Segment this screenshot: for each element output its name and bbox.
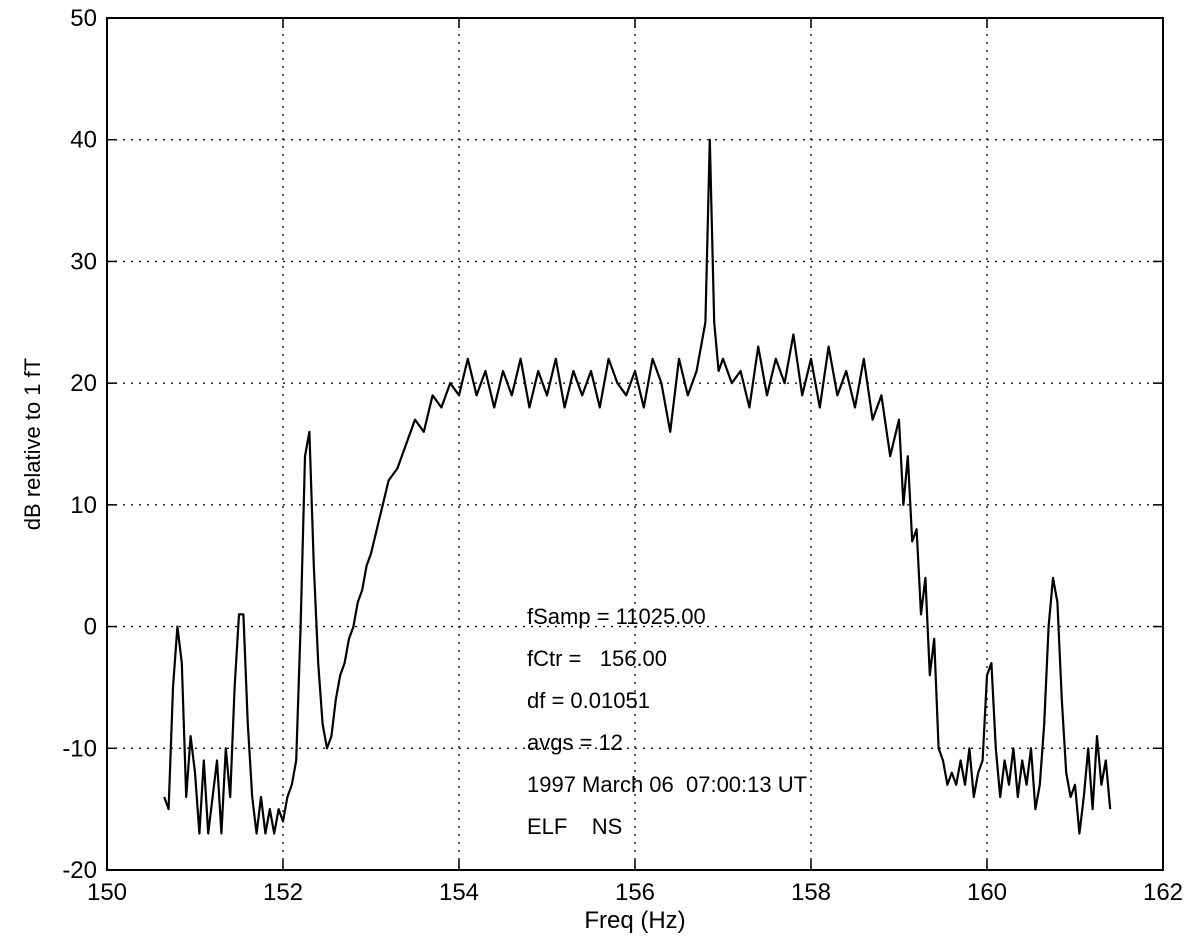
y-tick-label: 20 <box>70 370 97 397</box>
y-tick-label: 0 <box>84 614 97 641</box>
annotation: ELF NS <box>527 814 622 839</box>
x-tick-label: 156 <box>615 879 655 906</box>
y-tick-label: -10 <box>62 735 97 762</box>
x-tick-label: 160 <box>967 879 1007 906</box>
annotation: fSamp = 11025.00 <box>527 604 706 629</box>
plot-frame <box>106 17 1164 871</box>
x-tick-label: 150 <box>87 879 127 906</box>
annotation: avgs = 12 <box>527 730 623 755</box>
spectrum-line <box>163 138 1112 835</box>
annotation: df = 0.01051 <box>527 688 650 713</box>
x-tick-label: 158 <box>791 879 831 906</box>
y-tick-label: -20 <box>62 857 97 884</box>
y-tick-label: 30 <box>70 248 97 275</box>
x-tick-label: 154 <box>439 879 479 906</box>
annotation: fCtr = 156.00 <box>527 646 667 671</box>
x-tick-label: 162 <box>1143 879 1183 906</box>
y-axis-label: dB relative to 1 fT <box>20 358 45 530</box>
y-tick-label: 50 <box>70 5 97 32</box>
y-tick-label: 40 <box>70 127 97 154</box>
x-tick-label: 152 <box>263 879 303 906</box>
x-axis-label: Freq (Hz) <box>584 907 685 934</box>
annotation: 1997 March 06 07:00:13 UT <box>527 772 807 797</box>
y-tick-label: 10 <box>70 492 97 519</box>
